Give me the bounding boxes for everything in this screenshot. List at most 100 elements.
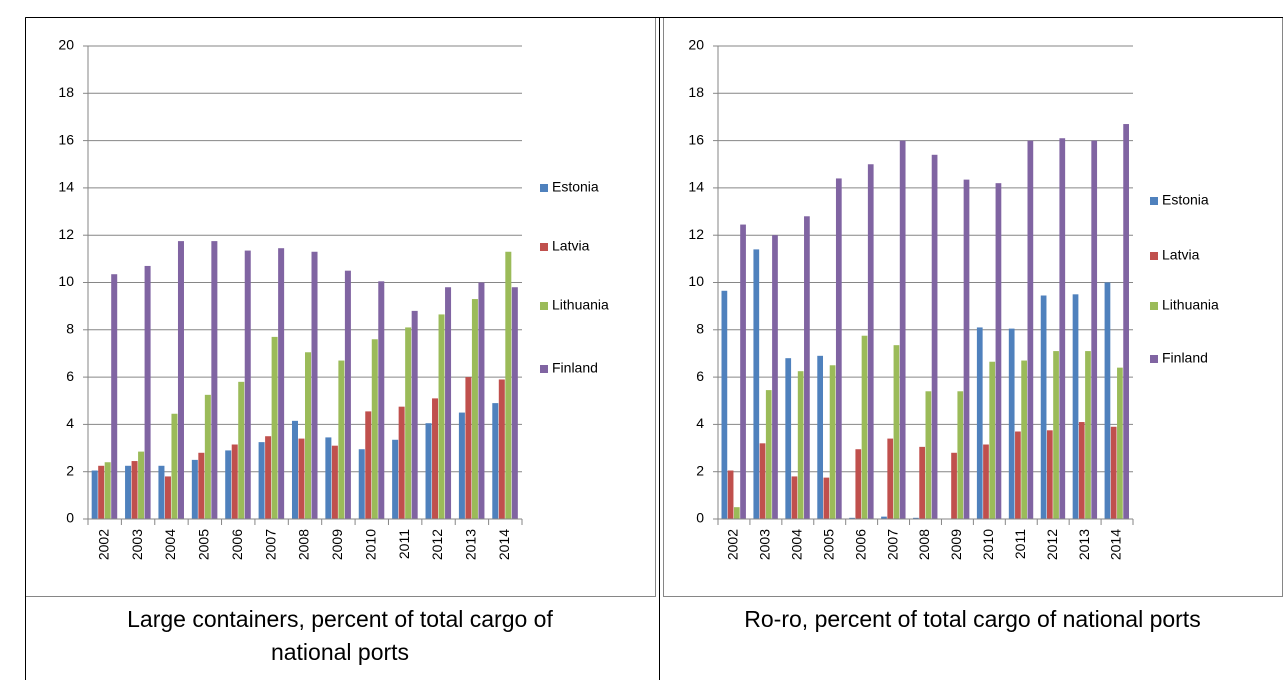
x-tick-label: 2012 [1044, 529, 1060, 560]
bar [740, 224, 746, 519]
bar [265, 436, 272, 519]
bar [411, 310, 418, 519]
y-tick-label: 2 [66, 462, 74, 478]
bar [371, 339, 378, 519]
x-tick-label: 2008 [296, 529, 312, 560]
y-tick-label: 18 [688, 84, 704, 100]
bar [244, 250, 251, 519]
bar [829, 365, 836, 519]
y-tick-label: 10 [688, 273, 704, 289]
bar [344, 270, 351, 519]
y-tick-label: 2 [696, 462, 704, 478]
bar [1123, 124, 1129, 520]
bar [1053, 351, 1059, 519]
legend-swatch [540, 365, 548, 373]
bar [817, 355, 824, 519]
bar [989, 361, 996, 519]
legend-label: Estonia [552, 179, 599, 195]
bar [91, 470, 98, 519]
x-tick-label: 2008 [916, 529, 932, 560]
bar [144, 265, 151, 519]
y-tick-label: 16 [58, 131, 74, 147]
bar [1015, 431, 1021, 519]
bar [231, 444, 238, 519]
legend-swatch [1150, 197, 1158, 205]
bar [931, 154, 938, 520]
y-tick-label: 4 [696, 415, 704, 431]
bar [957, 391, 964, 519]
bar [298, 438, 305, 519]
x-tick-label: 2006 [852, 529, 868, 560]
legend-swatch [1150, 302, 1158, 310]
y-tick-label: 12 [58, 226, 74, 242]
bar [398, 406, 405, 519]
y-tick-label: 8 [66, 321, 74, 337]
bar [881, 516, 887, 519]
bar [1059, 138, 1066, 520]
y-tick-label: 4 [66, 415, 74, 431]
legend-label: Latvia [552, 238, 590, 254]
legend-swatch [1150, 355, 1158, 363]
bar [365, 411, 372, 519]
bar [797, 371, 804, 519]
bar [238, 381, 245, 519]
y-tick-label: 6 [696, 368, 704, 384]
bar [131, 461, 138, 519]
bar [111, 274, 118, 519]
bar [759, 443, 766, 519]
x-tick-label: 2006 [229, 529, 245, 560]
x-tick-label: 2013 [463, 529, 479, 560]
bar [171, 413, 178, 519]
x-tick-label: 2010 [980, 529, 996, 560]
bar [983, 444, 989, 519]
bar [1117, 367, 1123, 519]
bar [963, 179, 970, 519]
bar [1091, 140, 1098, 519]
bar [405, 327, 412, 519]
bar [1046, 430, 1053, 519]
x-tick-label: 2003 [757, 529, 773, 560]
bar [1110, 426, 1117, 519]
x-tick-label: 2005 [196, 529, 212, 560]
x-tick-label: 2011 [1012, 529, 1028, 559]
bar [338, 360, 345, 519]
bar [425, 423, 432, 519]
bar [478, 282, 485, 519]
y-tick-label: 18 [58, 84, 74, 100]
bar [471, 299, 478, 519]
bar [164, 476, 171, 519]
legend-swatch [540, 184, 548, 192]
y-tick-label: 0 [696, 510, 704, 526]
bar [125, 465, 132, 519]
bar [1021, 360, 1027, 519]
bar [325, 437, 332, 519]
bar [198, 452, 205, 519]
bar [765, 390, 772, 519]
bar [995, 183, 1002, 520]
bar [438, 314, 445, 519]
x-tick-label: 2002 [725, 529, 741, 560]
bar [204, 394, 211, 519]
y-tick-label: 8 [696, 321, 704, 337]
bar [1085, 351, 1091, 519]
x-tick-label: 2002 [95, 529, 111, 560]
bar [1040, 295, 1047, 519]
bar [913, 517, 919, 519]
y-tick-label: 20 [58, 37, 74, 53]
x-tick-label: 2009 [948, 529, 964, 560]
x-tick-label: 2013 [1076, 529, 1092, 560]
bar [733, 507, 740, 519]
bar [271, 336, 278, 519]
bar [392, 439, 399, 519]
y-tick-label: 0 [66, 510, 74, 526]
x-tick-label: 2004 [789, 529, 805, 560]
x-tick-label: 2003 [129, 529, 145, 560]
bar [258, 442, 265, 519]
bar [887, 438, 894, 519]
bar [378, 281, 385, 519]
bar [191, 459, 198, 519]
x-tick-label: 2012 [429, 529, 445, 560]
bar [925, 391, 932, 519]
bar [465, 377, 472, 519]
legend-label: Lithuania [1162, 297, 1219, 313]
